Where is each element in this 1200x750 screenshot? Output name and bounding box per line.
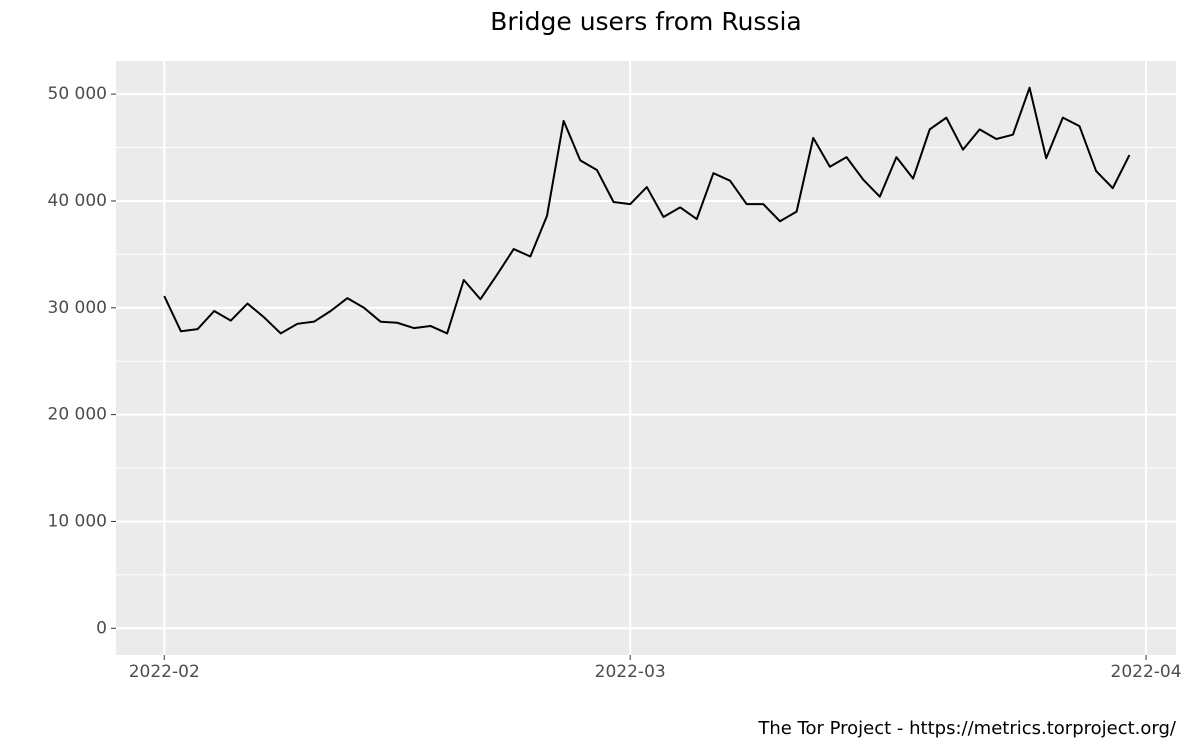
x-tick-label: 2022-04 [1111, 662, 1182, 682]
caption: The Tor Project - https://metrics.torpro… [757, 718, 1177, 739]
x-tick-label: 2022-03 [595, 662, 666, 682]
data-line [163, 86, 1131, 335]
plot-panel [116, 61, 1176, 655]
y-tick-label: 30 000 [48, 298, 107, 318]
chart-title: Bridge users from Russia [490, 7, 801, 36]
y-tick-label: 20 000 [48, 405, 107, 425]
y-tick-label: 50 000 [48, 84, 107, 104]
x-tick-label: 2022-02 [129, 662, 200, 682]
y-tick-label: 40 000 [48, 191, 107, 211]
y-tick-label: 0 [96, 618, 107, 638]
y-tick-label: 10 000 [48, 511, 107, 531]
